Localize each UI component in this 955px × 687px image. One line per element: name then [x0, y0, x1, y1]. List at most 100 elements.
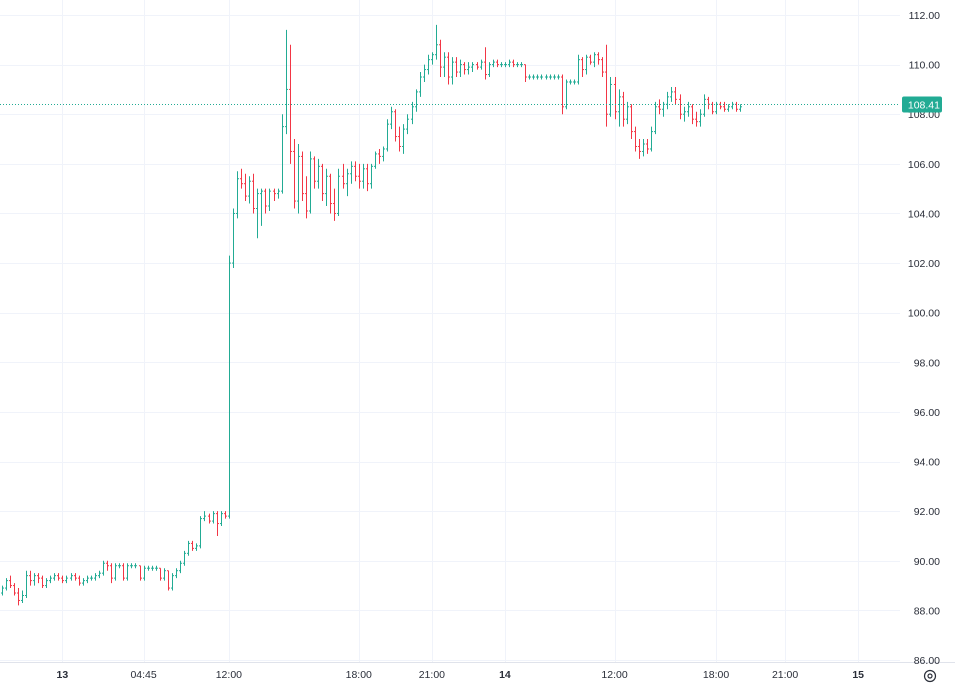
ohlc-bar [569, 79, 572, 85]
ohlc-bar [402, 124, 405, 154]
x-tick-label: 14 [499, 669, 511, 681]
ohlc-bar [683, 106, 686, 122]
ohlc-bar [646, 139, 649, 154]
ohlc-bar [313, 156, 316, 189]
ohlc-bar [329, 173, 332, 214]
ohlc-bar [155, 565, 158, 571]
y-tick-label: 102.00 [908, 258, 940, 270]
ohlc-bar [45, 578, 48, 589]
ohlc-bar [65, 575, 68, 584]
ohlc-bar [585, 54, 588, 75]
ohlc-bar [70, 573, 73, 581]
ohlc-bar [715, 101, 718, 115]
last-price-tag: 108.41 [902, 96, 942, 113]
ohlc-bar [711, 101, 714, 115]
price-bars [1, 24, 742, 606]
ohlc-bar [187, 540, 190, 556]
ohlc-bar [419, 72, 422, 97]
ohlc-bar [346, 168, 349, 197]
ohlc-bar [171, 573, 174, 591]
ohlc-bar [695, 111, 698, 127]
ohlc-bar [305, 176, 308, 219]
ohlc-bar [29, 570, 32, 586]
ohlc-bar [605, 44, 608, 127]
y-tick-label: 92.00 [914, 506, 940, 518]
ohlc-bar [593, 52, 596, 68]
ohlc-bar [423, 64, 426, 82]
price-axis[interactable]: 112.00110.00108.00106.00104.00102.00100.… [902, 10, 942, 667]
ohlc-bar [492, 59, 495, 68]
ohlc-bar [244, 173, 247, 202]
ohlc-bar [281, 114, 284, 194]
x-tick-label: 04:45 [130, 669, 156, 681]
ohlc-bar [130, 563, 133, 569]
time-axis[interactable]: 13 04:45 12:00 18:00 21:00 14 12:00 18:00 21:00 1… [57, 669, 865, 681]
ohlc-bar [260, 188, 263, 226]
ohlc-bar [463, 62, 466, 75]
ohlc-bar [536, 74, 539, 80]
ohlc-bar [386, 119, 389, 152]
ohlc-bar [630, 104, 633, 140]
ohlc-bar [654, 101, 657, 135]
ohlc-bar [520, 62, 523, 68]
x-tick-label: 18:00 [703, 669, 729, 681]
ohlc-bar [167, 570, 170, 591]
ohlc-bar [723, 101, 726, 112]
x-tick-label: 12:00 [601, 669, 627, 681]
ohlc-bar [597, 52, 600, 65]
ohlc-bar [333, 188, 336, 221]
ohlc-bar [703, 94, 706, 117]
y-tick-label: 96.00 [914, 407, 940, 419]
last-price-label: 108.41 [908, 100, 940, 112]
x-tick-label: 21:00 [419, 669, 445, 681]
ohlc-bar [411, 101, 414, 125]
settings-button[interactable] [923, 669, 937, 683]
ohlc-bar [126, 563, 129, 581]
ohlc-bar [427, 54, 430, 75]
ohlc-bar [277, 188, 280, 199]
ohlc-bar [309, 151, 312, 214]
ohlc-bar [443, 52, 446, 78]
ohlc-bar [325, 168, 328, 207]
ohlc-bar [699, 109, 702, 127]
ohlc-bar [488, 62, 491, 78]
ohlc-bar [256, 188, 259, 239]
ohlc-bar [532, 74, 535, 80]
ohlc-bar [106, 560, 109, 571]
ohlc-bar [431, 52, 434, 65]
y-tick-label: 94.00 [914, 457, 940, 469]
ohlc-bar [378, 148, 381, 164]
ohlc-bar [143, 565, 146, 581]
ohlc-bar [90, 575, 93, 581]
ohlc-bar [549, 74, 552, 80]
ohlc-bar [9, 575, 12, 589]
ohlc-bar [33, 573, 36, 586]
ohlc-bar [601, 57, 604, 78]
ohlc-bar [301, 151, 304, 202]
ohlc-bar [691, 104, 694, 125]
ohlc-bar [273, 188, 276, 202]
ohlc-bar [212, 511, 215, 524]
ohlc-bar [1, 585, 4, 596]
ohlc-bar [382, 146, 385, 162]
ohlc-bar [297, 144, 300, 214]
ohlc-bar [589, 54, 592, 65]
ohlc-bar [139, 565, 142, 581]
ohlc-bar [545, 74, 548, 80]
ohlc-bar [61, 575, 64, 584]
ohlc-bar [17, 588, 20, 606]
ohlc-bar [581, 57, 584, 78]
ohlc-bar [216, 511, 219, 536]
ohlc-bar [638, 139, 641, 159]
ohlc-bar [476, 62, 479, 70]
x-tick-label: 12:00 [216, 669, 242, 681]
ohlc-bar [467, 62, 470, 75]
ohlc-bar [471, 62, 474, 73]
x-tick-label: 15 [852, 669, 864, 681]
ohlc-bar [573, 79, 576, 85]
ohlc-bar [679, 94, 682, 120]
ohlc-bar [147, 565, 150, 571]
ohlc-bar [735, 101, 738, 112]
